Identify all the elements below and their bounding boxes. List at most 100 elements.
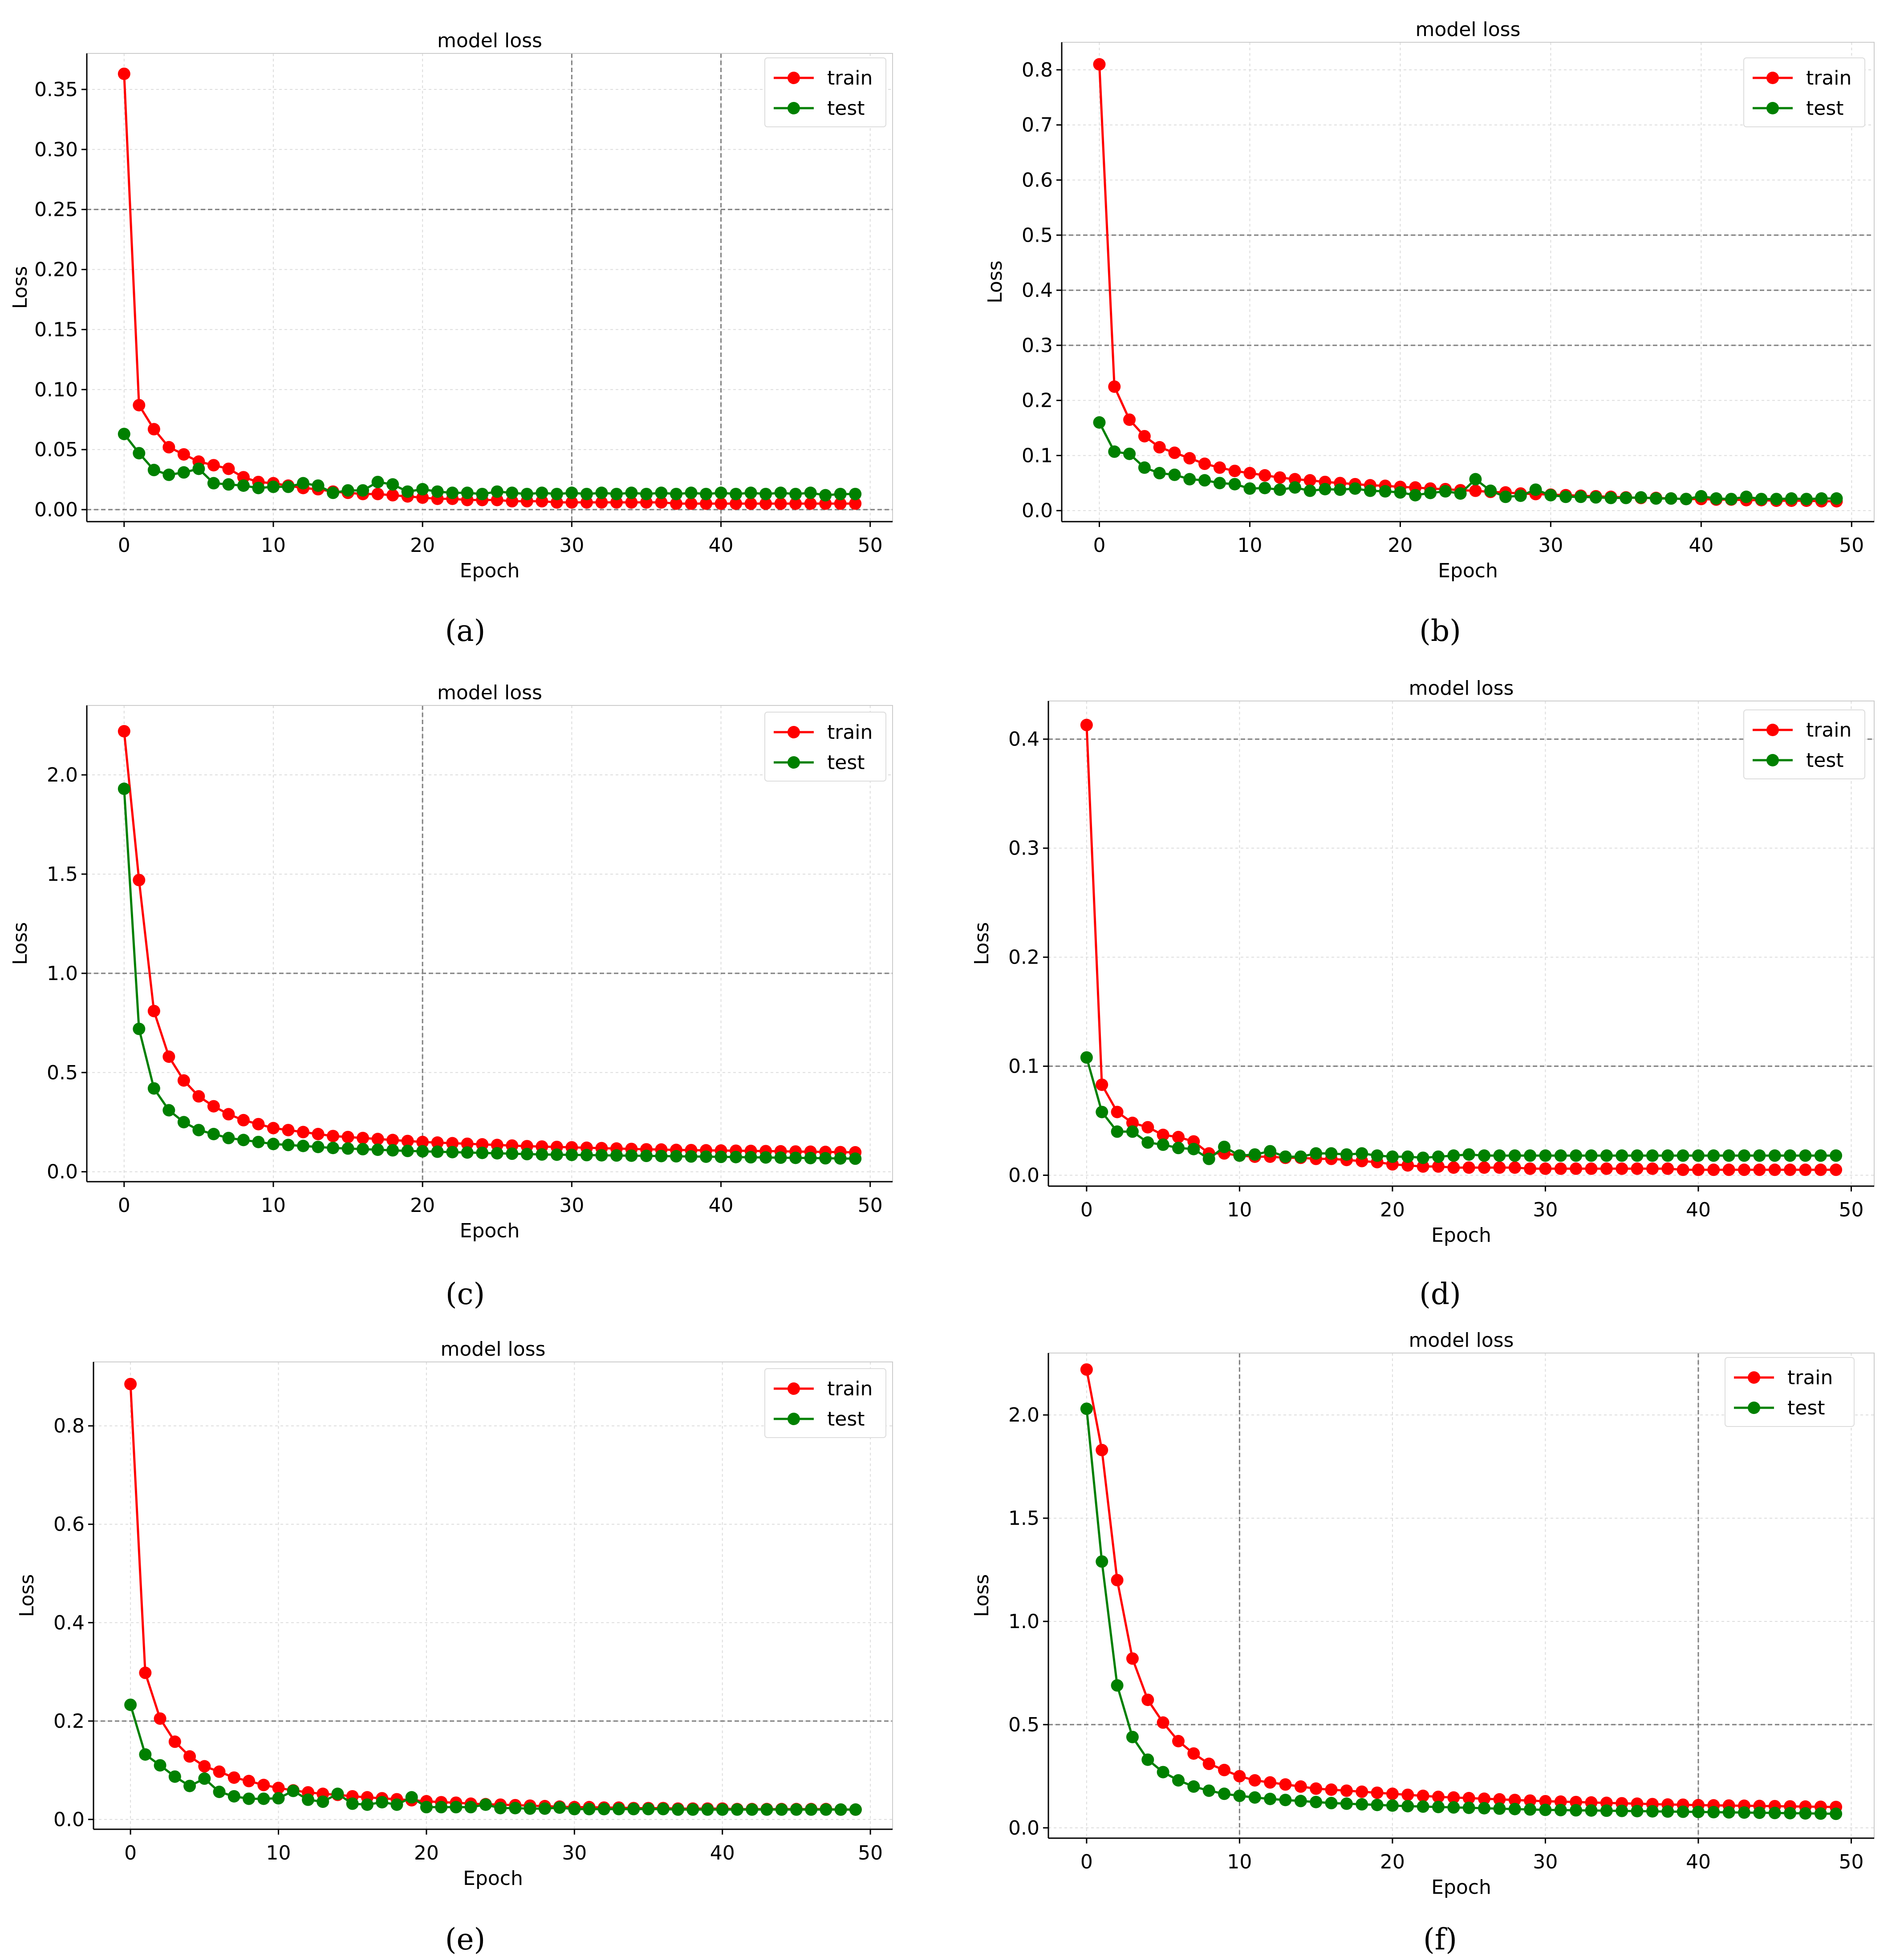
legend-marker-train xyxy=(788,1382,800,1395)
data-point-test xyxy=(805,1803,818,1816)
data-point-test xyxy=(1478,1802,1491,1815)
y-tick-label: 0.2 xyxy=(1008,946,1039,969)
data-point-train xyxy=(1340,1784,1353,1797)
data-point-train xyxy=(1187,1747,1200,1760)
x-tick-label: 40 xyxy=(710,1842,735,1864)
data-point-train xyxy=(1799,1163,1812,1176)
data-point-test xyxy=(1279,1150,1292,1163)
data-point-test xyxy=(420,1801,433,1814)
legend-marker-train xyxy=(1748,1371,1760,1384)
data-point-test xyxy=(237,1134,250,1147)
data-point-test xyxy=(834,487,847,500)
x-tick-label: 0 xyxy=(1080,1199,1093,1221)
data-point-train xyxy=(1447,1791,1460,1804)
data-point-test xyxy=(819,1152,832,1165)
data-point-test xyxy=(1544,489,1557,502)
data-point-train xyxy=(222,462,235,475)
data-point-test xyxy=(774,486,787,499)
data-point-train xyxy=(1294,1780,1307,1793)
data-point-train xyxy=(162,441,175,454)
data-point-test xyxy=(1664,492,1677,505)
data-point-train xyxy=(744,497,757,510)
data-point-test xyxy=(1631,1805,1644,1818)
data-point-test xyxy=(476,1147,489,1159)
data-point-test xyxy=(297,477,310,490)
y-tick-label: 0.10 xyxy=(34,378,78,401)
data-point-train xyxy=(1707,1163,1720,1176)
data-point-test xyxy=(642,1803,655,1815)
data-point-test xyxy=(312,479,325,492)
data-point-test xyxy=(177,466,190,479)
data-point-test xyxy=(1310,1147,1323,1160)
x-tick-label: 30 xyxy=(1538,534,1563,557)
data-point-train xyxy=(1738,1163,1751,1176)
data-point-test xyxy=(1635,491,1648,504)
panel-caption-a: (a) xyxy=(445,614,486,648)
data-point-test xyxy=(133,447,146,460)
data-point-train xyxy=(257,1779,270,1791)
data-point-train xyxy=(1447,1161,1460,1174)
data-point-train xyxy=(1093,58,1106,71)
data-point-test xyxy=(435,1801,448,1814)
data-point-test xyxy=(287,1784,300,1797)
data-point-test xyxy=(1710,492,1723,505)
data-point-test xyxy=(1585,1804,1598,1817)
x-axis-label: Epoch xyxy=(463,1867,523,1890)
data-point-test xyxy=(1319,482,1332,495)
data-point-test xyxy=(390,1798,403,1811)
data-point-train xyxy=(1539,1162,1552,1175)
data-point-test xyxy=(1379,485,1392,498)
data-point-test xyxy=(627,1803,640,1815)
data-point-test xyxy=(595,1149,608,1162)
data-point-test xyxy=(1677,1149,1689,1162)
data-point-train xyxy=(1138,430,1151,443)
data-point-train xyxy=(1722,1163,1735,1176)
data-point-test xyxy=(341,484,354,497)
data-point-test xyxy=(536,486,548,499)
data-point-test xyxy=(1738,1149,1751,1162)
data-point-test xyxy=(715,1151,727,1163)
data-point-train xyxy=(1432,1791,1445,1803)
data-point-test xyxy=(222,1131,235,1144)
panel-caption-c: (c) xyxy=(446,1277,485,1311)
data-point-test xyxy=(1589,491,1602,504)
x-tick-label: 0 xyxy=(1093,534,1105,557)
data-point-test xyxy=(789,487,802,500)
data-point-train xyxy=(1243,467,1256,480)
data-point-test xyxy=(1187,1143,1200,1155)
data-point-test xyxy=(1126,1730,1139,1743)
data-point-train xyxy=(1386,1787,1399,1800)
data-point-test xyxy=(1243,482,1256,495)
data-point-train xyxy=(133,874,146,887)
data-point-test xyxy=(331,1787,344,1800)
data-point-test xyxy=(655,1150,668,1163)
data-point-test xyxy=(834,1152,847,1165)
data-point-train xyxy=(730,497,743,510)
data-point-test xyxy=(834,1803,847,1816)
data-point-test xyxy=(1080,1402,1093,1415)
data-point-test xyxy=(1508,1149,1521,1162)
data-point-test xyxy=(297,1139,310,1152)
y-tick-label: 0.2 xyxy=(53,1710,85,1733)
data-point-train xyxy=(1432,1160,1445,1173)
legend-marker-train xyxy=(788,72,800,84)
data-point-test xyxy=(568,1803,581,1815)
data-point-test xyxy=(1755,493,1768,506)
data-point-train xyxy=(1325,1783,1338,1796)
data-point-test xyxy=(625,1149,638,1162)
data-point-train xyxy=(1469,484,1482,497)
x-tick-label: 40 xyxy=(709,534,734,557)
data-point-test xyxy=(1677,1805,1689,1818)
data-point-test xyxy=(133,1022,146,1035)
legend: train test xyxy=(764,57,886,127)
x-tick-label: 20 xyxy=(1388,534,1413,557)
data-point-train xyxy=(1172,1130,1185,1143)
data-point-test xyxy=(506,486,519,499)
data-point-train xyxy=(1600,1162,1613,1175)
data-point-test xyxy=(700,487,713,500)
data-point-test xyxy=(213,1786,226,1798)
chart-title: model loss xyxy=(1409,677,1514,700)
data-point-test xyxy=(416,1145,429,1158)
data-point-train xyxy=(312,1128,325,1140)
data-point-test xyxy=(640,487,653,500)
